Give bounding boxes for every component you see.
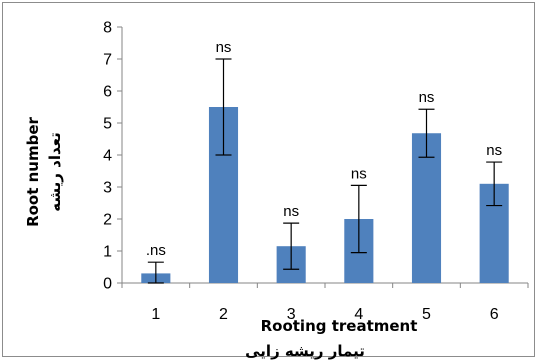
x-tick-label: 5 bbox=[422, 306, 431, 323]
y-axis-label-fa: تعداد ریشه bbox=[46, 132, 64, 211]
y-tick-label: 7 bbox=[103, 52, 112, 69]
bars bbox=[141, 107, 509, 283]
significance-label: ns bbox=[216, 39, 232, 56]
x-axis: 1 2 3 4 5 6 bbox=[121, 282, 529, 323]
y-tick-label: 0 bbox=[103, 276, 112, 293]
significance-label: .ns bbox=[146, 242, 166, 259]
x-axis-label-fa: تیمار ریشه زایی bbox=[245, 342, 365, 360]
y-axis-label-en: Root number bbox=[24, 116, 42, 226]
significance-label: ns bbox=[419, 89, 435, 106]
y-tick-label: 8 bbox=[103, 20, 112, 37]
y-tick-label: 1 bbox=[103, 244, 112, 261]
error-bars bbox=[147, 58, 503, 284]
y-tick-label: 4 bbox=[103, 148, 112, 165]
x-tick-label: 1 bbox=[151, 306, 160, 323]
chart-frame bbox=[2, 2, 535, 357]
bar bbox=[411, 133, 442, 283]
annotations: .ns ns ns ns ns ns bbox=[146, 39, 502, 259]
x-tick-label: 2 bbox=[219, 306, 228, 323]
y-tick-label: 6 bbox=[103, 84, 112, 101]
x-tick-label: 3 bbox=[287, 306, 296, 323]
significance-label: ns bbox=[283, 203, 299, 220]
y-tick-label: 3 bbox=[103, 180, 112, 197]
x-tick-label: 4 bbox=[354, 306, 363, 323]
x-tick-label: 6 bbox=[490, 306, 499, 323]
y-tick-label: 2 bbox=[103, 212, 112, 229]
y-tick-label: 5 bbox=[103, 116, 112, 133]
y-axis: 0 1 2 3 4 5 6 7 8 bbox=[103, 20, 123, 293]
x-axis-label-en: Rooting treatment bbox=[261, 317, 418, 335]
significance-label: ns bbox=[351, 165, 367, 182]
significance-label: ns bbox=[486, 142, 502, 159]
